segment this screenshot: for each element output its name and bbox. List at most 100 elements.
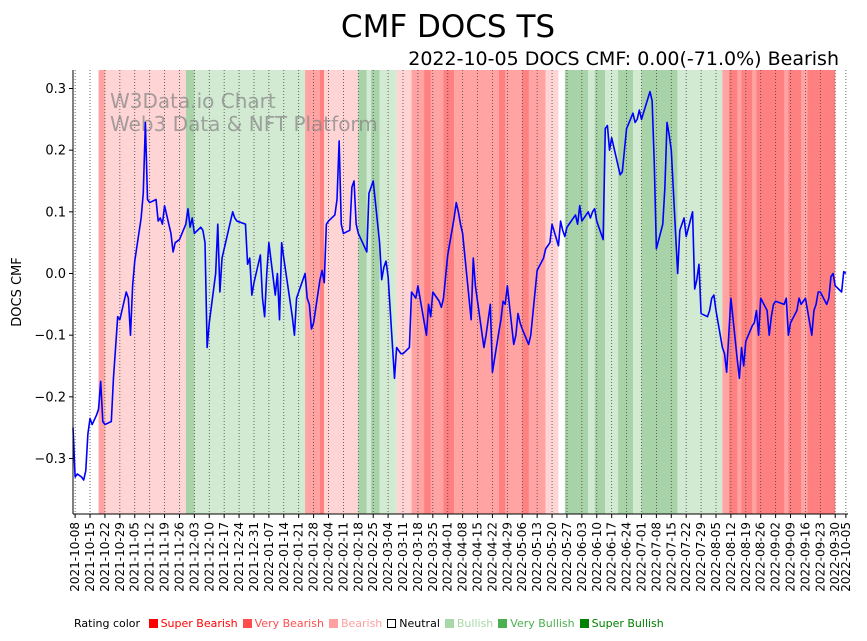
x-tick-label: 2022-05-06	[515, 522, 529, 592]
rating-stripe-4	[632, 70, 642, 514]
x-tick-label: 2021-11-19	[158, 522, 172, 592]
y-tick-label: 0.0	[45, 267, 66, 282]
x-tick-label: 2022-09-09	[784, 522, 798, 592]
legend-label: Neutral	[399, 617, 440, 630]
legend-swatch	[387, 619, 397, 628]
rating-band-8	[366, 70, 372, 514]
legend-swatch	[498, 619, 508, 628]
x-tick-label: 2021-10-29	[113, 522, 127, 592]
rating-band-0	[98, 70, 105, 514]
x-tick-label: 2022-06-24	[620, 522, 634, 592]
x-gridlines	[74, 70, 847, 514]
legend-label: Very Bullish	[510, 617, 575, 630]
x-tick-label: 2022-03-04	[381, 522, 395, 592]
legend-title: Rating color	[74, 617, 141, 630]
x-ticks: 2021-10-08 2021-10-15 2021-10-22 2021-10-29…	[68, 514, 853, 592]
legend-item-bullish: Bullish	[444, 617, 494, 630]
rating-band-7	[358, 70, 367, 514]
x-tick-label: 2022-03-18	[411, 522, 425, 592]
legend-item-super_bearish: Super Bearish	[148, 617, 238, 630]
rating-legend: Rating color Super Bearish Very Bearish Be…	[74, 617, 669, 630]
x-tick-label: 2022-06-03	[575, 522, 589, 592]
x-tick-label: 2022-01-07	[262, 522, 276, 592]
legend-label: Super Bearish	[160, 617, 238, 630]
x-tick-label: 2021-11-12	[143, 522, 157, 592]
y-axis-label: DOCS CMF	[10, 257, 25, 326]
x-tick-label: 2021-12-03	[187, 522, 201, 592]
x-tick-label: 2022-09-16	[798, 522, 812, 592]
x-tick-label: 2022-08-05	[709, 522, 723, 592]
x-tick-label: 2021-11-05	[128, 522, 142, 592]
x-tick-label: 2021-12-10	[202, 522, 216, 592]
legend-swatch	[148, 619, 158, 628]
rating-stripe-8	[801, 70, 808, 514]
y-tick-label: −0.3	[34, 452, 66, 467]
x-tick-label: 2022-02-25	[366, 522, 380, 592]
x-tick-label: 2021-12-31	[247, 522, 261, 592]
watermark: W3Data.io Chart Web3 Data & NFT Platform	[110, 89, 378, 136]
rating-stripe-7	[784, 70, 789, 514]
x-tick-label: 2021-10-15	[83, 522, 97, 592]
rating-stripe-2	[498, 70, 506, 514]
x-tick-label: 2022-04-01	[441, 522, 455, 592]
legend-item-neutral: Neutral	[387, 617, 440, 630]
legend-item-super_bullish: Super Bullish	[579, 617, 664, 630]
legend-item-very_bullish: Very Bullish	[498, 617, 575, 630]
rating-band-19	[594, 70, 606, 514]
x-tick-label: 2022-04-22	[485, 522, 499, 592]
legend-label: Very Bearish	[254, 617, 324, 630]
x-tick-label: 2022-07-01	[634, 522, 648, 592]
legend-swatch	[444, 619, 454, 628]
x-tick-label: 2022-06-17	[605, 522, 619, 592]
legend-label: Bullish	[456, 617, 494, 630]
x-tick-label: 2022-08-26	[754, 522, 768, 592]
rating-stripes	[313, 70, 808, 514]
y-tick-label: 0.2	[45, 144, 66, 159]
x-tick-label: 2022-07-08	[649, 522, 663, 592]
x-tick-label: 2022-03-25	[426, 522, 440, 592]
x-tick-label: 2021-12-24	[232, 522, 246, 592]
rating-band-17	[564, 70, 589, 514]
x-tick-label: 2022-04-15	[471, 522, 485, 592]
x-tick-label: 2022-02-04	[321, 522, 335, 592]
x-tick-label: 2022-05-13	[530, 522, 544, 592]
rating-stripe-5	[737, 70, 742, 514]
legend-swatch	[579, 619, 589, 628]
rating-stripe-0	[313, 70, 320, 514]
x-tick-label: 2022-05-27	[560, 522, 574, 592]
y-tick-label: −0.1	[34, 329, 66, 344]
x-tick-label: 2022-08-12	[724, 522, 738, 592]
x-tick-label: 2022-09-30	[828, 522, 842, 592]
chart-subtitle: 2022-10-05 DOCS CMF: 0.00(-71.0%) Bearis…	[408, 48, 839, 70]
x-tick-label: 2022-04-29	[500, 522, 514, 592]
x-tick-label: 2022-02-18	[351, 522, 365, 592]
watermark-line-1: W3Data.io Chart	[110, 89, 276, 113]
legend-item-bearish: Bearish	[328, 617, 382, 630]
rating-band-18	[588, 70, 595, 514]
chart-title: CMF DOCS TS	[341, 9, 555, 45]
legend-swatch	[328, 619, 338, 628]
x-tick-label: 2022-07-29	[694, 522, 708, 592]
x-tick-label: 2022-01-14	[277, 522, 291, 592]
rating-band-9	[371, 70, 380, 514]
x-tick-label: 2022-01-21	[292, 522, 306, 592]
axes	[72, 70, 848, 515]
rating-band-23	[722, 70, 729, 514]
x-tick-label: 2022-05-20	[545, 522, 559, 592]
watermark-line-2: Web3 Data & NFT Platform	[110, 112, 378, 136]
x-tick-label: 2021-12-17	[217, 522, 231, 592]
x-tick-label: 2022-04-08	[456, 522, 470, 592]
rating-band-11	[396, 70, 412, 514]
y-tick-label: −0.2	[34, 390, 66, 405]
series-layer	[72, 90, 847, 481]
x-tick-label: 2022-06-10	[590, 522, 604, 592]
legend-item-very_bearish: Very Bearish	[242, 617, 324, 630]
x-tick-label: 2022-01-28	[307, 522, 321, 592]
rating-band-2	[185, 70, 195, 514]
legend-label: Super Bullish	[591, 617, 664, 630]
x-tick-label: 2022-09-23	[813, 522, 827, 592]
x-tick-label: 2021-11-26	[172, 522, 186, 592]
rating-stripe-6	[752, 70, 757, 514]
rating-stripe-3	[522, 70, 529, 514]
